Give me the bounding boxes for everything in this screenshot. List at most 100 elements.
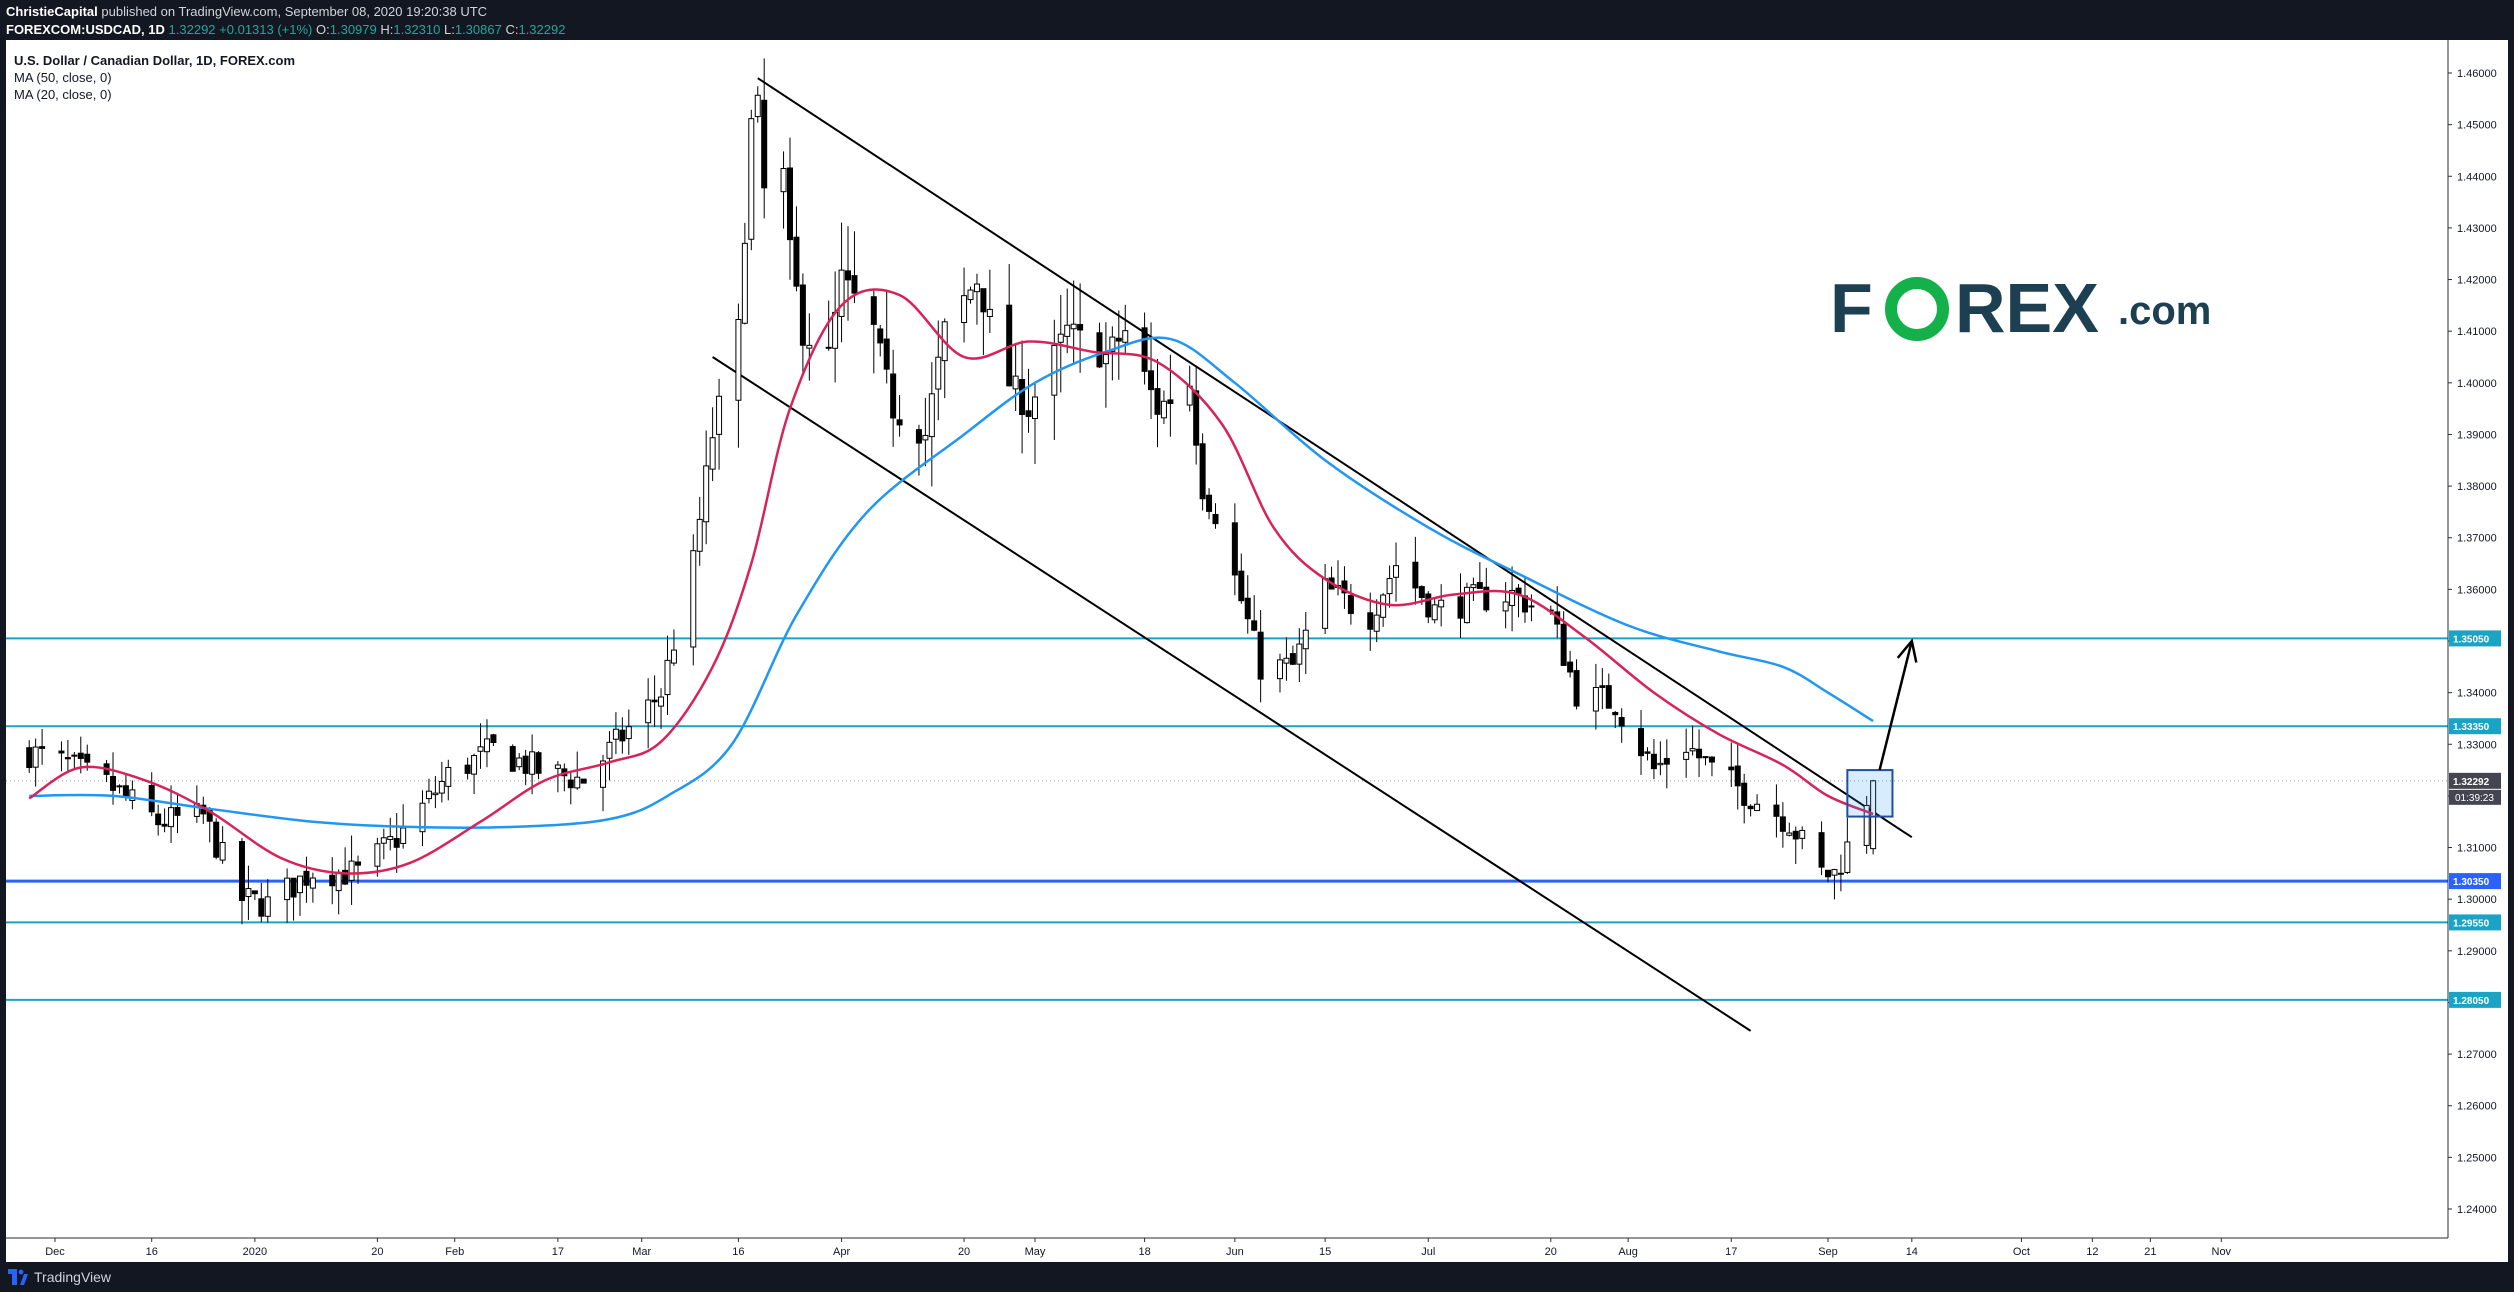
candle-down <box>980 288 987 313</box>
candle-up <box>928 393 935 438</box>
candle-down <box>1077 324 1084 331</box>
candle-up <box>922 434 929 441</box>
candle-down <box>1425 593 1432 618</box>
footer-brand[interactable]: TradingView <box>34 1269 112 1285</box>
candle-up <box>1283 657 1290 664</box>
candle-down <box>1476 582 1483 589</box>
candle-down <box>64 757 71 760</box>
candle-down <box>1825 869 1831 878</box>
price-tick-label: 1.33000 <box>2457 739 2497 751</box>
candle-up <box>1786 832 1793 836</box>
candle-up <box>1122 330 1129 343</box>
candle-down <box>915 429 922 444</box>
level-price-label: 1.33350 <box>2453 722 2490 733</box>
candle-up <box>245 888 252 897</box>
low-label: L: <box>444 22 455 37</box>
candle-down <box>122 785 129 797</box>
open-label: O: <box>316 22 330 37</box>
candle-down <box>1567 661 1574 673</box>
level-price-tag <box>2449 914 2501 931</box>
candle-down <box>1238 570 1245 602</box>
price-chart[interactable]: 1.46000 1.45000 1.44000 1.43000 1.42000 1.410… <box>0 40 2514 1262</box>
last-price-label: 1.32292 <box>2453 777 2490 788</box>
candle-up <box>664 659 671 696</box>
time-axis-bg[interactable] <box>0 1238 2514 1262</box>
candle-up <box>625 726 632 740</box>
publisher-name[interactable]: ChristieCapital <box>6 4 98 19</box>
candle-down <box>1741 782 1748 806</box>
candle-up <box>284 877 291 901</box>
candle-up <box>716 395 723 435</box>
candle-down <box>1644 751 1651 754</box>
ma50-line[interactable] <box>29 336 1874 829</box>
candle-down <box>290 877 297 898</box>
candle-up <box>780 167 787 193</box>
candle-up <box>690 550 697 648</box>
candle-down <box>1663 757 1670 765</box>
candle-up <box>168 807 175 828</box>
price-tick-label: 1.24000 <box>2457 1204 2497 1216</box>
price-tick-label: 1.30000 <box>2457 894 2497 906</box>
channel-trendline[interactable] <box>712 356 1752 1032</box>
legend-ma20[interactable]: MA (20, close, 0) <box>14 87 112 102</box>
time-tick-label: 16 <box>732 1246 744 1258</box>
price-tick-label: 1.25000 <box>2457 1152 2497 1164</box>
candle-up <box>612 728 619 740</box>
candle-up <box>1012 375 1019 390</box>
candle-down <box>1773 804 1780 817</box>
candle-down <box>1096 332 1103 368</box>
candle-up <box>1373 614 1380 632</box>
candle-down <box>1025 410 1032 417</box>
logo-suffix: .com <box>2118 289 2211 333</box>
candle-down <box>329 874 336 887</box>
candle-up <box>1386 578 1393 595</box>
forex-logo: F O REX .com <box>1830 269 2211 347</box>
candle-down <box>77 752 84 759</box>
time-tick-label: Mar <box>632 1246 651 1258</box>
candle-down <box>39 746 46 749</box>
candle-down <box>1019 379 1026 415</box>
channel-trendline[interactable] <box>757 77 1913 839</box>
candle-down <box>799 284 806 346</box>
candle-up <box>348 860 355 881</box>
candle-up <box>116 785 123 788</box>
candle-up <box>1592 686 1599 712</box>
candle-up <box>483 738 490 753</box>
time-tick-label: Dec <box>45 1246 65 1258</box>
candle-up <box>606 741 613 759</box>
candle-up <box>1502 601 1509 612</box>
ma20-line[interactable] <box>28 288 1874 875</box>
chart-legend: U.S. Dollar / Canadian Dollar, 1D, FOREX… <box>14 52 295 103</box>
candle-up <box>1683 751 1690 760</box>
candle-down <box>786 167 793 241</box>
candle-up <box>425 790 432 800</box>
up-arrow-shaft[interactable] <box>1878 640 1914 771</box>
candle-down <box>1605 685 1612 709</box>
right-edge <box>2508 40 2514 1262</box>
candle-up <box>1322 578 1329 629</box>
candle-down <box>522 755 529 774</box>
legend-title[interactable]: U.S. Dollar / Canadian Dollar, 1D, FOREX… <box>14 53 296 68</box>
candle-down <box>761 99 768 189</box>
candle-up <box>806 344 813 349</box>
price-tick-label: 1.31000 <box>2457 843 2497 855</box>
price-tick-label: 1.29000 <box>2457 946 2497 958</box>
candle-up <box>986 308 993 318</box>
candle-down <box>174 806 181 816</box>
time-tick-label: 12 <box>2086 1246 2098 1258</box>
candle-down <box>619 729 626 742</box>
price-tick-label: 1.46000 <box>2457 68 2497 80</box>
candle-down <box>1483 586 1490 611</box>
time-tick-label: Oct <box>2013 1246 2030 1258</box>
level-price-tag <box>2449 630 2501 647</box>
candle-up <box>1064 324 1071 337</box>
publisher-line: ChristieCapital published on TradingView… <box>6 4 487 19</box>
logo-letter-f: F <box>1830 269 1873 347</box>
candle-down <box>1612 711 1619 716</box>
chart-area[interactable]: 1.46000 1.45000 1.44000 1.43000 1.42000 1.410… <box>0 40 2514 1262</box>
time-tick-label: Feb <box>445 1246 464 1258</box>
highlight-box[interactable] <box>1846 769 1894 818</box>
legend-ma50[interactable]: MA (50, close, 0) <box>14 70 112 85</box>
candle-up <box>529 751 536 775</box>
candle-down <box>84 753 91 763</box>
